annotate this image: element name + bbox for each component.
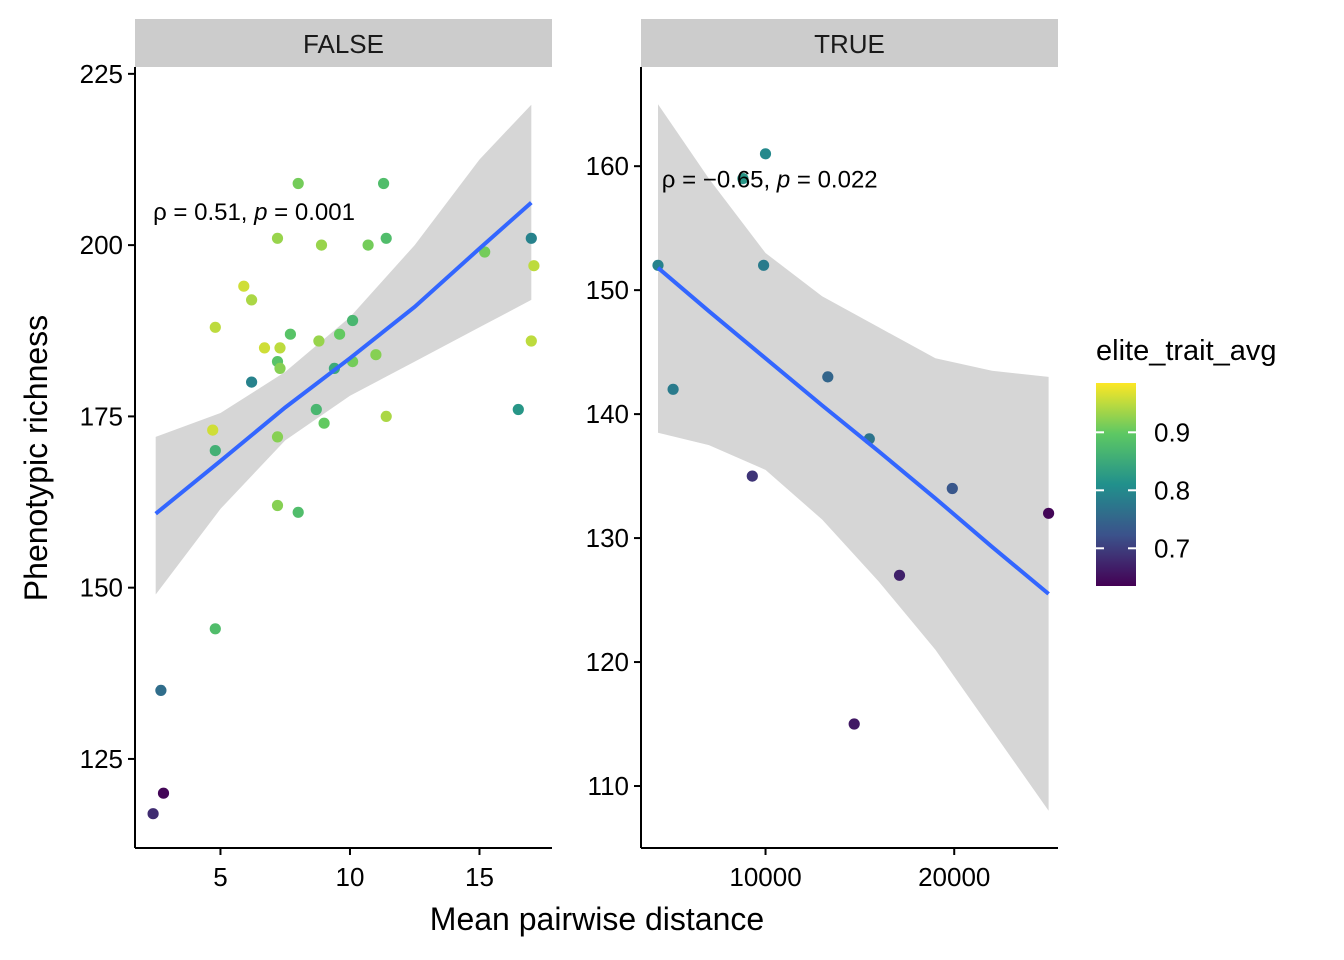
point-false-31 — [380, 232, 392, 244]
point-true-11 — [1043, 507, 1055, 519]
point-false-25 — [334, 328, 346, 340]
point-false-10 — [258, 342, 271, 354]
point-false-28 — [362, 239, 374, 251]
panel-false: FALSE ρ = 0.51, p = 0.001 125 150 175 200 225 5… — [80, 19, 552, 892]
point-true-9 — [893, 569, 906, 581]
point-false-15 — [274, 342, 286, 354]
point-false-2 — [157, 787, 170, 799]
point-false-34 — [512, 403, 524, 416]
y-tick-label-false-2: 175 — [80, 401, 123, 431]
regression-line-false — [154, 201, 533, 516]
point-false-1 — [155, 684, 167, 697]
point-false-23 — [318, 417, 330, 429]
y-tick-label-true-1: 120 — [586, 647, 629, 677]
y-tick-label-true-4: 150 — [586, 275, 629, 305]
point-false-30 — [378, 177, 390, 190]
confidence-ribbon-true — [658, 104, 1049, 811]
point-false-16 — [274, 362, 286, 374]
x-tick-label-false-1: 10 — [336, 862, 365, 892]
y-axis-title: Phenotypic richness — [18, 315, 54, 601]
point-false-36 — [525, 335, 537, 347]
point-false-22 — [315, 239, 328, 251]
strip-true — [641, 19, 1058, 67]
point-true-10 — [946, 482, 958, 495]
legend-title: elite_trait_avg — [1096, 335, 1277, 367]
colorbar-tick-label-0: 0.7 — [1154, 533, 1190, 563]
y-tick-label-false-4: 225 — [80, 59, 123, 89]
x-tick-label-false-0: 5 — [213, 862, 227, 892]
correlation-annotation-true: ρ = −0.65, p = 0.022 — [662, 167, 878, 194]
point-false-5 — [209, 445, 221, 457]
point-true-5 — [759, 148, 772, 160]
point-true-1 — [667, 383, 679, 395]
strip-label-false: FALSE — [303, 29, 384, 59]
point-true-4 — [758, 259, 770, 271]
point-false-33 — [479, 246, 491, 258]
point-false-29 — [370, 349, 382, 361]
y-tick-label-true-2: 130 — [586, 523, 629, 553]
point-false-21 — [313, 335, 325, 347]
color-legend: elite_trait_avg 0.7 0.8 0.9 — [1096, 335, 1277, 586]
y-tick-label-true-3: 140 — [586, 399, 629, 429]
point-true-2 — [737, 173, 749, 185]
y-tick-label-false-1: 150 — [80, 573, 123, 603]
point-false-37 — [528, 260, 540, 272]
x-axis-title: Mean pairwise distance — [430, 901, 764, 937]
point-false-19 — [292, 506, 304, 518]
point-false-7 — [238, 280, 250, 292]
point-false-35 — [525, 232, 537, 244]
point-false-13 — [271, 431, 284, 443]
colorbar-tick-label-2: 0.9 — [1154, 417, 1190, 447]
colorbar-tick-label-1: 0.8 — [1154, 475, 1190, 505]
panel-true: TRUE ρ = −0.65, p = 0.022 110 120 130 140 150 1… — [586, 19, 1058, 892]
point-false-4 — [209, 321, 221, 333]
y-tick-label-true-5: 160 — [586, 151, 629, 181]
point-false-18 — [292, 177, 304, 190]
x-tick-label-false-2: 15 — [465, 862, 494, 892]
point-true-3 — [746, 470, 758, 482]
point-false-0 — [147, 808, 159, 820]
point-true-6 — [822, 371, 834, 383]
x-tick-label-true-0: 10000 — [729, 862, 801, 892]
strip-false — [135, 19, 552, 67]
point-false-11 — [271, 232, 284, 244]
y-tick-label-true-0: 110 — [588, 771, 629, 801]
point-false-8 — [246, 294, 258, 306]
y-tick-label-false-3: 200 — [80, 230, 123, 260]
x-tick-label-true-1: 20000 — [918, 862, 990, 892]
point-false-3 — [207, 424, 219, 436]
point-false-6 — [209, 623, 221, 635]
point-true-7 — [848, 718, 860, 730]
colorbar — [1096, 383, 1136, 586]
point-false-17 — [284, 328, 296, 340]
y-tick-label-false-0: 125 — [80, 744, 123, 774]
strip-label-true: TRUE — [814, 29, 885, 59]
point-false-26 — [347, 314, 359, 327]
regression-line-true — [656, 266, 1050, 596]
point-false-9 — [246, 376, 258, 388]
confidence-ribbon-false — [155, 104, 532, 595]
point-false-20 — [310, 403, 322, 416]
correlation-annotation-false: ρ = 0.51, p = 0.001 — [153, 199, 355, 226]
point-false-32 — [380, 410, 392, 422]
point-false-14 — [271, 499, 284, 512]
